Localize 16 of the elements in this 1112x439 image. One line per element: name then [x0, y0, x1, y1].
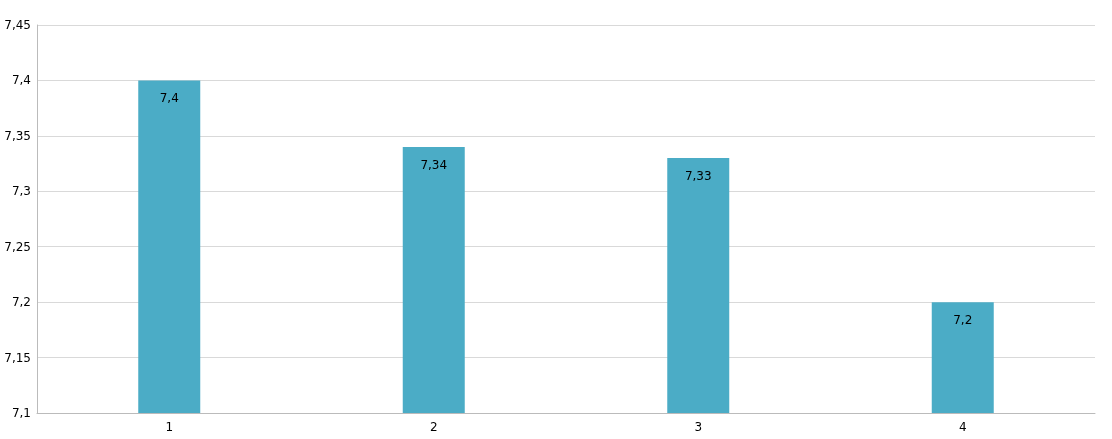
data-label: 7,4	[159, 91, 179, 106]
y-tick-label: 7,2	[11, 295, 31, 310]
x-tick-label: 4	[958, 420, 967, 434]
x-tick-label: 3	[694, 420, 703, 434]
data-label: 7,2	[953, 313, 973, 328]
y-tick-label: 7,4	[11, 73, 31, 88]
y-tick-label: 7,45	[4, 18, 31, 32]
x-tick-label: 2	[429, 420, 438, 434]
y-tick-label: 7,15	[4, 350, 31, 365]
y-tick-label: 7,35	[4, 128, 31, 143]
y-tick-label: 7,25	[4, 239, 31, 254]
data-label: 7,34	[420, 157, 448, 172]
data-label: 7,33	[684, 169, 712, 184]
y-tick-label: 7,1	[11, 406, 31, 420]
x-tick-label: 1	[165, 420, 174, 434]
y-tick-label: 7,3	[11, 184, 31, 199]
